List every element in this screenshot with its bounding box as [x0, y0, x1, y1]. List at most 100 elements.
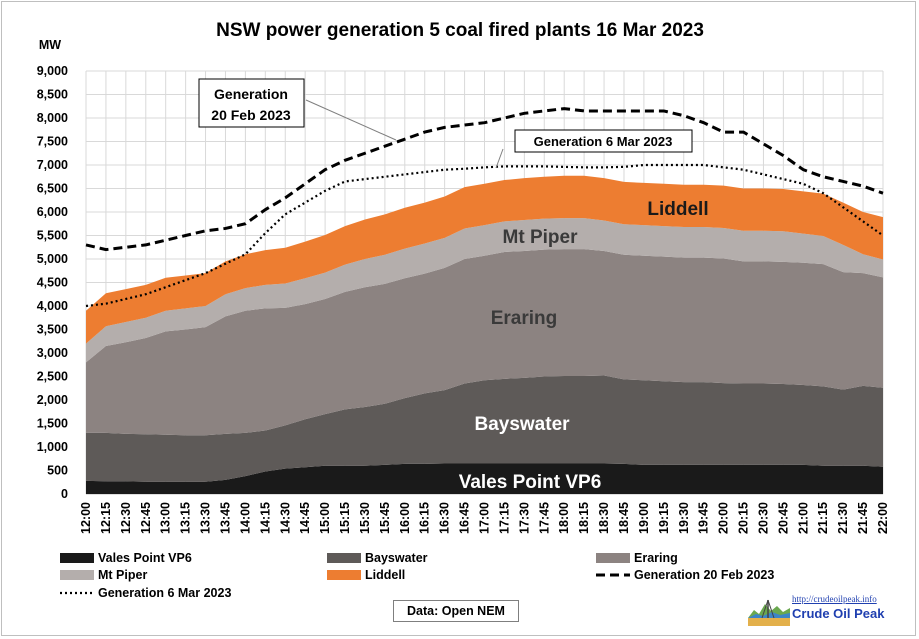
legend-label: Generation 6 Mar 2023: [98, 586, 231, 600]
x-tick-label: 18:00: [557, 502, 571, 534]
chart-title: NSW power generation 5 coal fired plants…: [216, 20, 704, 41]
x-tick-label: 21:30: [836, 502, 850, 534]
line-callouts: Generation 20 Feb 2023 Generation 6 Mar …: [198, 78, 693, 169]
y-axis-label: MW: [39, 38, 61, 52]
x-tick-label: 13:45: [218, 502, 232, 534]
legend-swatch: [327, 553, 361, 563]
x-tick-label: 14:00: [238, 502, 252, 534]
area-label-eraring: Eraring: [491, 308, 558, 329]
logo-name: Crude Oil Peak: [792, 606, 885, 621]
y-tick-label: 8,000: [37, 111, 68, 125]
x-tick-label: 17:15: [497, 502, 511, 534]
x-tick-label: 16:30: [438, 502, 452, 534]
x-tick-label: 16:00: [398, 502, 412, 534]
area-label-liddell: Liddell: [647, 199, 708, 220]
x-tick-label: 16:15: [418, 502, 432, 534]
x-tick-label: 13:30: [199, 502, 213, 534]
legend-swatch: [60, 553, 94, 563]
x-tick-label: 12:30: [119, 502, 133, 534]
x-tick-label: 17:30: [517, 502, 531, 534]
callout-leader-gen6: [495, 148, 504, 169]
x-tick-label: 22:00: [876, 502, 890, 534]
legend: Vales Point VP6 Bayswater Eraring Mt Piper L…: [60, 551, 774, 600]
x-tick-label: 19:30: [677, 502, 691, 534]
y-tick-label: 7,000: [37, 158, 68, 172]
x-tick-label: 12:00: [79, 502, 93, 534]
x-tick-label: 14:45: [298, 502, 312, 534]
x-tick-label: 18:45: [617, 502, 631, 534]
area-bayswater: [86, 375, 883, 482]
y-tick-label: 6,000: [37, 205, 68, 219]
legend-swatch: [596, 553, 630, 563]
area-label-bayswater: Bayswater: [474, 414, 570, 435]
legend-label: Generation 20 Feb 2023: [634, 568, 774, 582]
y-tick-label: 7,500: [37, 135, 68, 149]
y-tick-label: 500: [47, 464, 68, 478]
legend-swatch: [60, 570, 94, 580]
x-tick-label: 15:00: [318, 502, 332, 534]
x-tick-label: 15:15: [338, 502, 352, 534]
x-tick-label: 14:30: [278, 502, 292, 534]
callout-box-gen6: [514, 129, 693, 153]
x-tick-label: 17:00: [478, 502, 492, 534]
stacked-areas: [86, 175, 883, 494]
x-tick-label: 15:45: [378, 502, 392, 534]
x-tick-label: 13:00: [159, 502, 173, 534]
x-tick-label: 14:15: [258, 502, 272, 534]
legend-label: Eraring: [634, 551, 678, 565]
y-tick-label: 3,500: [37, 323, 68, 337]
area-label-mt-piper: Mt Piper: [503, 227, 579, 248]
area-eraring: [86, 249, 883, 436]
crude-oil-peak-logo[interactable]: http://crudeoilpeak.info Crude Oil Peak: [748, 594, 912, 628]
comparison-lines: [85, 107, 884, 308]
x-tick-label: 12:45: [139, 502, 153, 534]
callout-gen20-line1: Generation: [214, 86, 288, 102]
legend-label: Bayswater: [365, 551, 428, 565]
y-tick-label: 5,000: [37, 252, 68, 266]
logo-url[interactable]: http://crudeoilpeak.info: [792, 594, 877, 604]
y-tick-label: 6,500: [37, 182, 68, 196]
y-tick-label: 5,500: [37, 229, 68, 243]
y-tick-label: 1,500: [37, 417, 68, 431]
y-tick-label: 4,000: [37, 299, 68, 313]
y-tick-labels: 0 500 1,000 1,500 2,000 2,500 3,000 3,500 4,000 4…: [37, 64, 68, 501]
line-generation-20-feb-2023: [85, 107, 884, 252]
x-tick-label: 20:30: [756, 502, 770, 534]
source-label: Data: Open NEM: [393, 600, 519, 622]
area-label-vales-point: Vales Point VP6: [459, 472, 602, 493]
oil-derrick-icon: [748, 599, 790, 626]
x-tick-label: 20:45: [776, 502, 790, 534]
y-tick-label: 4,500: [37, 276, 68, 290]
area-mt-piper: [86, 218, 883, 363]
x-tick-label: 16:45: [458, 502, 472, 534]
legend-label: Liddell: [365, 568, 405, 582]
x-tick-label: 15:30: [358, 502, 372, 534]
x-tick-label: 19:45: [697, 502, 711, 534]
legend-swatch: [327, 570, 361, 580]
area-labels: Liddell Mt Piper Eraring Bayswater Vales…: [459, 199, 709, 493]
area-liddell: [86, 175, 883, 344]
x-tick-label: 21:15: [816, 502, 830, 534]
x-tick-label: 20:15: [737, 502, 751, 534]
y-tick-label: 8,500: [37, 88, 68, 102]
callout-gen6: Generation 6 Mar 2023: [534, 134, 673, 149]
y-tick-label: 3,000: [37, 346, 68, 360]
x-tick-label: 18:15: [577, 502, 591, 534]
x-tick-label: 13:15: [179, 502, 193, 534]
y-tick-label: 1,000: [37, 440, 68, 454]
legend-label: Vales Point VP6: [98, 551, 192, 565]
y-tick-label: 2,000: [37, 393, 68, 407]
y-tick-label: 0: [61, 487, 68, 501]
legend-label: Mt Piper: [98, 568, 147, 582]
y-tick-label: 2,500: [37, 370, 68, 384]
y-tick-label: 9,000: [37, 64, 68, 78]
x-tick-label: 19:00: [637, 502, 651, 534]
x-tick-label: 17:45: [537, 502, 551, 534]
callout-box-gen20: [198, 78, 305, 128]
x-tick-label: 19:15: [657, 502, 671, 534]
x-tick-label: 12:15: [99, 502, 113, 534]
x-tick-label: 20:00: [717, 502, 731, 534]
area-vales-point-vp6: [86, 463, 883, 494]
x-tick-label: 21:00: [796, 502, 810, 534]
